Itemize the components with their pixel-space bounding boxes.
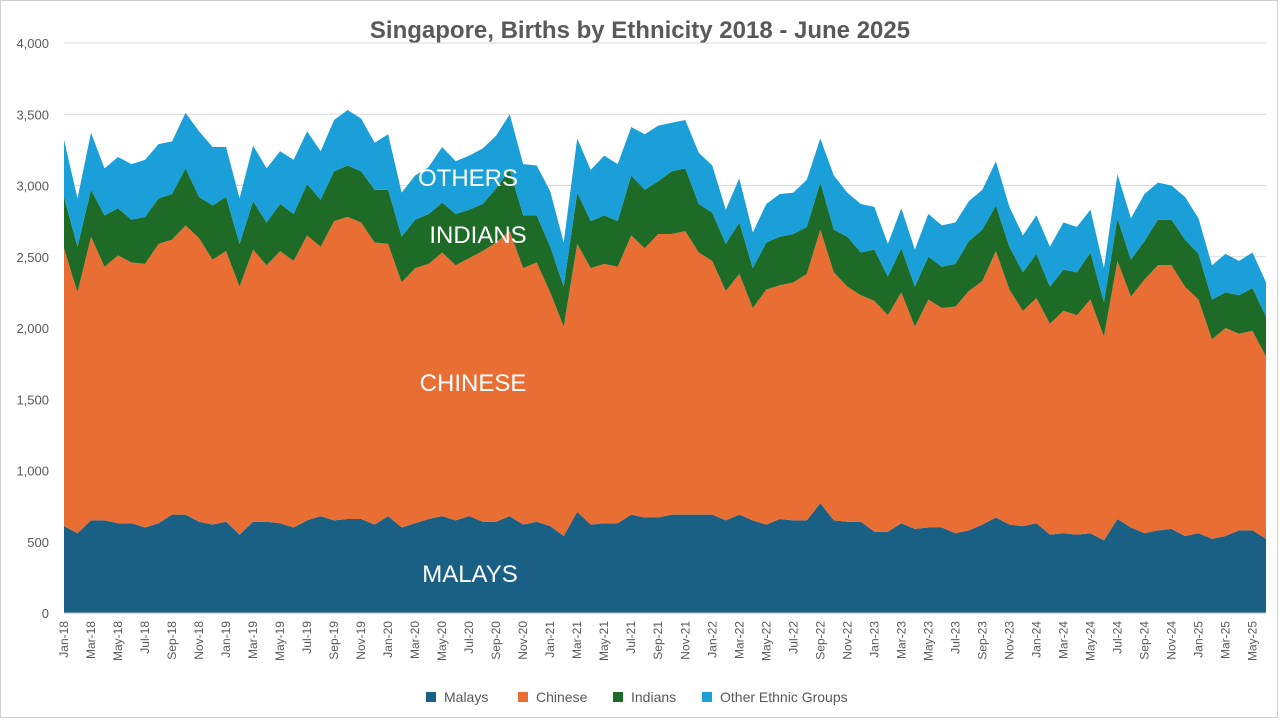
x-tick-label: Mar-19 <box>246 621 260 659</box>
x-tick-label: May-22 <box>759 621 773 661</box>
legend: Malays Chinese Indians Other Ethnic Groups <box>426 689 848 705</box>
y-tick-label: 2,000 <box>16 321 49 336</box>
x-tick-label: Nov-24 <box>1164 621 1178 660</box>
area-chinese <box>64 216 1266 541</box>
x-tick-label: Sep-24 <box>1137 621 1151 660</box>
x-tick-label: May-20 <box>435 621 449 661</box>
x-tick-label: Mar-23 <box>894 621 908 659</box>
chart-title: Singapore, Births by Ethnicity 2018 - Ju… <box>370 17 910 44</box>
area-malays <box>64 503 1266 613</box>
x-tick-label: Mar-24 <box>1056 621 1070 659</box>
x-tick-label: Sep-18 <box>165 621 179 660</box>
x-tick-label: May-24 <box>1083 621 1097 661</box>
area-series <box>64 109 1266 613</box>
x-axis-ticks: Jan-18 Mar-18 May-18 Jul-18 Sep-18 Nov-18 Jan-… <box>57 621 1259 661</box>
legend-item-malays: Malays <box>426 689 488 705</box>
legend-item-indians: Indians <box>613 689 676 705</box>
x-tick-label: Jul-24 <box>1110 621 1124 654</box>
x-tick-label: Sep-22 <box>813 621 827 660</box>
x-tick-label: May-25 <box>1245 621 1259 661</box>
x-tick-label: Nov-23 <box>1002 621 1016 660</box>
x-tick-label: Nov-18 <box>192 621 206 660</box>
y-tick-label: 4,000 <box>16 36 49 51</box>
x-tick-label: Jul-19 <box>300 621 314 654</box>
x-tick-label: May-23 <box>921 621 935 661</box>
x-tick-label: May-19 <box>273 621 287 661</box>
x-tick-label: Nov-21 <box>678 621 692 660</box>
legend-swatch <box>613 692 623 702</box>
x-tick-label: Jan-22 <box>705 621 719 658</box>
x-tick-label: Jan-23 <box>867 621 881 658</box>
y-tick-label: 3,500 <box>16 107 49 122</box>
x-tick-label: Jul-22 <box>786 621 800 654</box>
x-tick-label: Jul-21 <box>624 621 638 654</box>
legend-swatch <box>702 692 712 702</box>
legend-label: Indians <box>631 689 676 705</box>
y-tick-label: 3,000 <box>16 179 49 194</box>
x-tick-label: Sep-20 <box>489 621 503 660</box>
area-indians <box>64 165 1266 357</box>
annotation-malays: MALAYS <box>422 561 518 588</box>
x-tick-label: Mar-21 <box>570 621 584 659</box>
x-tick-label: Nov-20 <box>516 621 530 660</box>
x-tick-label: Sep-21 <box>651 621 665 660</box>
y-axis-ticks: 0 500 1,000 1,500 2,000 2,500 3,000 3,500 4,000 <box>16 36 49 621</box>
x-tick-label: Mar-22 <box>732 621 746 659</box>
x-tick-label: Sep-19 <box>327 621 341 660</box>
x-tick-label: Jan-25 <box>1191 621 1205 658</box>
legend-label: Malays <box>444 689 488 705</box>
legend-swatch <box>426 692 436 702</box>
y-tick-label: 2,500 <box>16 250 49 265</box>
x-tick-label: Jul-18 <box>138 621 152 654</box>
legend-label: Chinese <box>536 689 588 705</box>
x-tick-label: Sep-23 <box>975 621 989 660</box>
y-tick-label: 0 <box>42 606 49 621</box>
legend-label: Other Ethnic Groups <box>720 689 848 705</box>
y-tick-label: 1,500 <box>16 392 49 407</box>
annotation-chinese: CHINESE <box>420 370 527 397</box>
x-tick-label: Jul-23 <box>948 621 962 654</box>
legend-item-chinese: Chinese <box>518 689 588 705</box>
x-tick-label: Jan-20 <box>381 621 395 658</box>
area-other-ethnic-groups <box>64 109 1266 317</box>
x-tick-label: Nov-19 <box>354 621 368 660</box>
annotation-indians: INDIANS <box>429 222 526 249</box>
x-tick-label: Nov-22 <box>840 621 854 660</box>
annotation-others: OTHERS <box>418 165 518 192</box>
x-tick-label: May-21 <box>597 621 611 661</box>
legend-swatch <box>518 692 528 702</box>
x-tick-label: Jan-24 <box>1029 621 1043 658</box>
x-tick-label: Mar-25 <box>1218 621 1232 659</box>
x-tick-label: Jan-19 <box>219 621 233 658</box>
x-tick-label: Mar-18 <box>84 621 98 659</box>
x-tick-label: Mar-20 <box>408 621 422 659</box>
y-tick-label: 500 <box>27 535 49 550</box>
area-annotations: OTHERS INDIANS CHINESE MALAYS <box>418 165 527 588</box>
x-tick-label: May-18 <box>111 621 125 661</box>
legend-item-other-ethnic-groups: Other Ethnic Groups <box>702 689 848 705</box>
x-tick-label: Jan-18 <box>57 621 71 658</box>
x-tick-label: Jul-20 <box>462 621 476 654</box>
y-tick-label: 1,000 <box>16 464 49 479</box>
x-tick-label: Jan-21 <box>543 621 557 658</box>
